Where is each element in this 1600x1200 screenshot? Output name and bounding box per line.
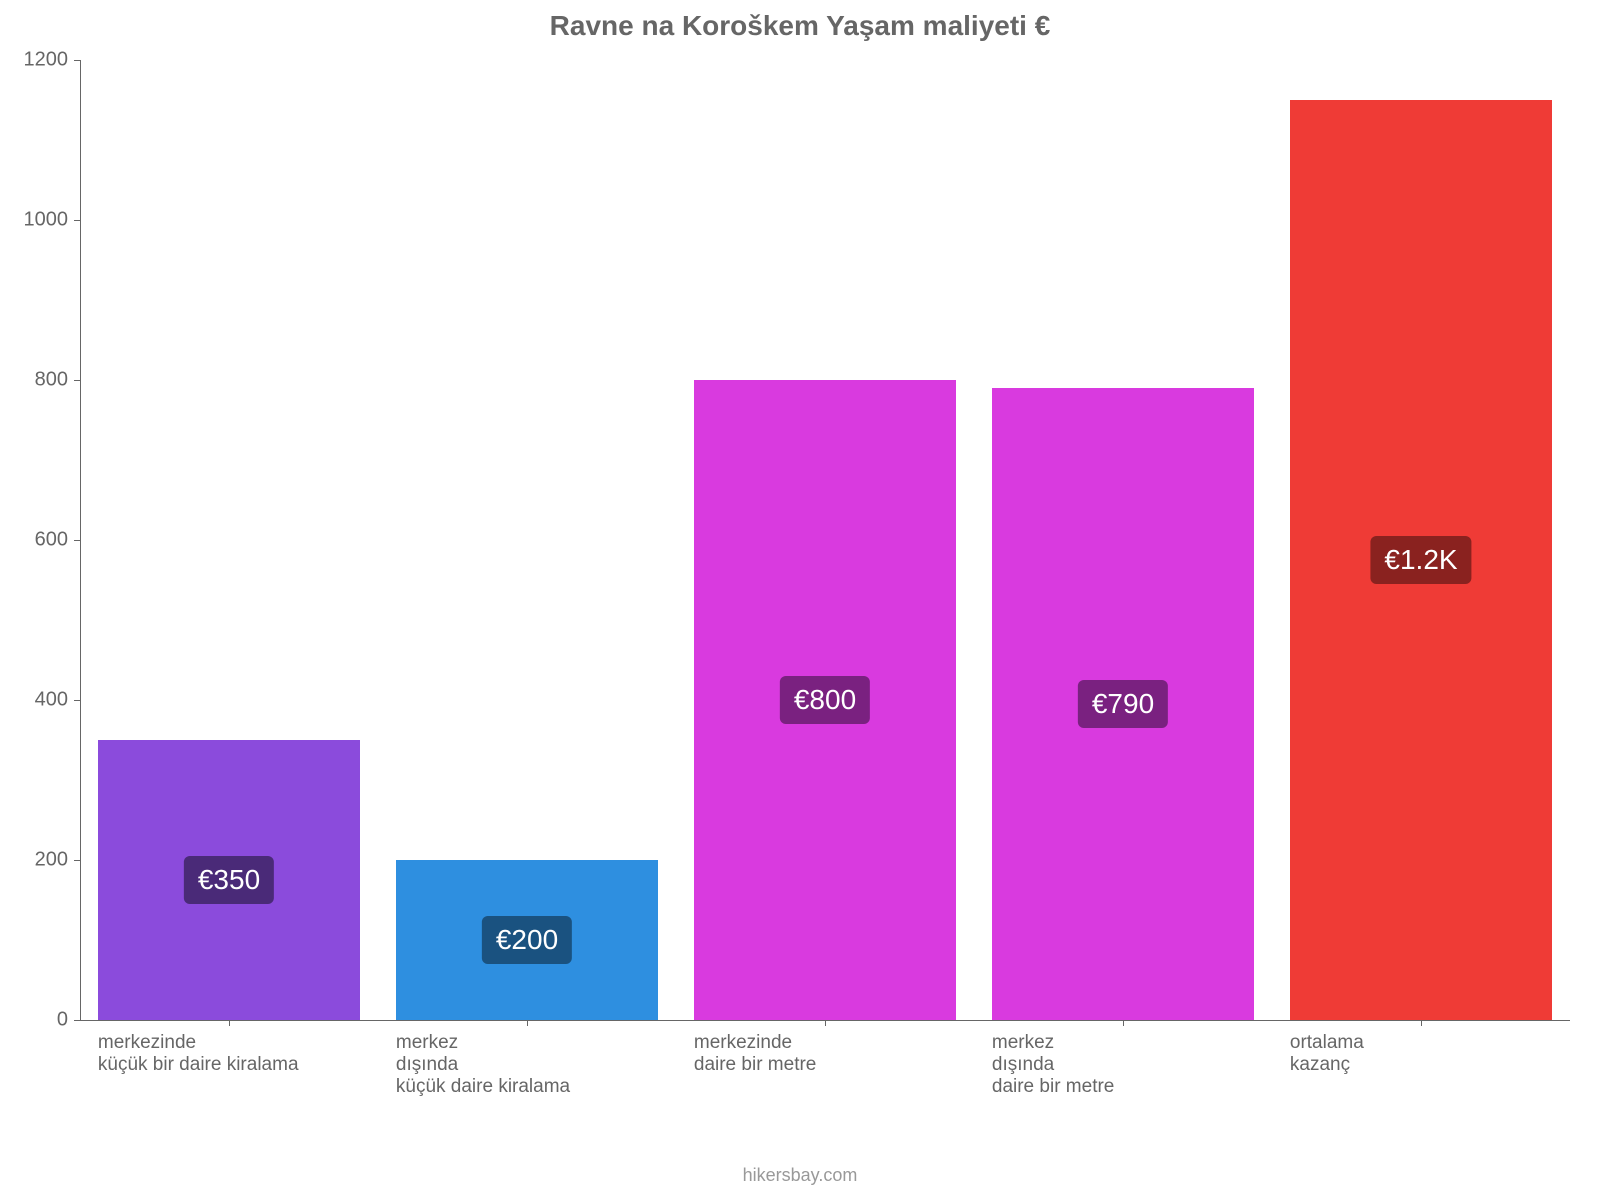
ytick-label: 200 — [35, 849, 68, 872]
ytick-label: 1000 — [24, 209, 69, 232]
chart-container: Ravne na Koroškem Yaşam maliyeti € hiker… — [0, 0, 1600, 1200]
bar-value-label: €350 — [184, 856, 274, 904]
ytick-label: 0 — [57, 1009, 68, 1032]
bar-value-label: €1.2K — [1370, 536, 1471, 584]
ytick-mark — [74, 60, 80, 61]
chart-title: Ravne na Koroškem Yaşam maliyeti € — [0, 10, 1600, 42]
ytick-label: 800 — [35, 369, 68, 392]
bar-value-label: €790 — [1078, 680, 1168, 728]
x-axis-label: merkezinde küçük bir daire kiralama — [98, 1032, 360, 1076]
xtick-mark — [1421, 1020, 1422, 1026]
xtick-mark — [825, 1020, 826, 1026]
ytick-mark — [74, 380, 80, 381]
plot-area — [80, 60, 1570, 1020]
xtick-mark — [1123, 1020, 1124, 1026]
x-axis-label: ortalama kazanç — [1290, 1032, 1552, 1076]
ytick-mark — [74, 700, 80, 701]
ytick-mark — [74, 860, 80, 861]
x-axis-label: merkezinde daire bir metre — [694, 1032, 956, 1076]
ytick-label: 400 — [35, 689, 68, 712]
ytick-mark — [74, 540, 80, 541]
ytick-mark — [74, 220, 80, 221]
x-axis-label: merkez dışında küçük daire kiralama — [396, 1032, 658, 1098]
source-label: hikersbay.com — [0, 1165, 1600, 1186]
ytick-mark — [74, 1020, 80, 1021]
bar-value-label: €200 — [482, 916, 572, 964]
ytick-label: 1200 — [24, 49, 69, 72]
x-axis-label: merkez dışında daire bir metre — [992, 1032, 1254, 1098]
bar-value-label: €800 — [780, 676, 870, 724]
y-axis — [80, 60, 81, 1020]
xtick-mark — [229, 1020, 230, 1026]
ytick-label: 600 — [35, 529, 68, 552]
xtick-mark — [527, 1020, 528, 1026]
